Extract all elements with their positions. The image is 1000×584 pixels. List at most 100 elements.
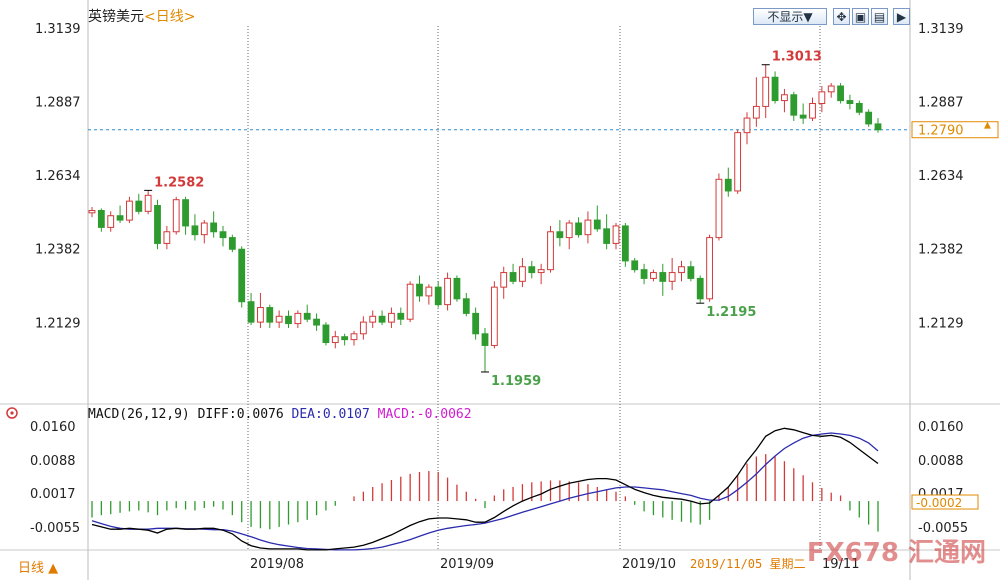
candle-body — [762, 76, 770, 107]
zoom-in-icon[interactable]: ▣ — [852, 8, 869, 25]
diff-value: 0.0076 — [236, 407, 284, 422]
candle-body — [547, 231, 554, 271]
candle-body — [285, 315, 292, 325]
candle-body — [210, 222, 218, 233]
candle-body — [144, 194, 152, 212]
candle-body — [715, 178, 723, 239]
chart-title: 英镑美元<日线> — [88, 6, 195, 26]
candle-body — [612, 225, 620, 244]
dea-value: 0.0107 — [322, 407, 370, 422]
macd-diff-line — [91, 427, 879, 551]
x-tick-label: 19/11 — [822, 557, 859, 572]
candle-body — [359, 321, 367, 335]
macd-y-tick-right: -0.0055 — [918, 521, 968, 536]
candle-body — [88, 209, 96, 214]
current-price-label: 1.2790 — [918, 124, 964, 139]
candle-body — [350, 333, 358, 341]
instrument-name: 英镑美元 — [88, 9, 144, 25]
candle-body — [650, 272, 657, 279]
candle-body — [509, 272, 517, 282]
candle-body — [228, 237, 236, 250]
timeframe-label[interactable]: <日线> — [144, 9, 196, 25]
candle-body — [172, 199, 180, 233]
candle-body — [378, 315, 386, 323]
candle-body — [397, 312, 405, 320]
candle-body — [472, 312, 480, 335]
y-tick-label-right: 1.3139 — [918, 22, 964, 37]
macd-y-tick-left: 0.0088 — [30, 454, 76, 469]
macd-value: -0.0062 — [416, 407, 472, 422]
candle-body — [668, 272, 676, 282]
candle-body — [743, 117, 751, 134]
y-tick-label-left: 1.2887 — [35, 95, 81, 110]
y-tick-label-left: 1.2634 — [35, 169, 81, 184]
y-tick-label-right: 1.2887 — [918, 95, 964, 110]
candle-body — [303, 312, 311, 320]
macd-label: MACD: — [377, 407, 417, 422]
candle-body — [322, 324, 330, 344]
macd-dea-line — [91, 432, 879, 551]
candle-body — [706, 237, 713, 300]
macd-y-tick-left: 0.0160 — [30, 420, 76, 435]
crosshair-icon[interactable]: ✥ — [833, 8, 850, 25]
y-tick-label-left: 1.2382 — [35, 243, 81, 258]
candle-body — [238, 248, 246, 303]
candle-body — [556, 231, 564, 239]
macd-header: MACD(26,12,9) DIFF:0.0076 DEA:0.0107 MAC… — [88, 407, 472, 422]
annotation-label: 1.2195 — [706, 305, 756, 320]
candle-body — [724, 178, 732, 192]
candle-body — [659, 272, 667, 282]
macd-y-tick-left: -0.0055 — [30, 521, 80, 536]
y-tick-label-left: 1.2129 — [35, 316, 81, 331]
candle-body — [191, 225, 199, 236]
candle-body — [519, 266, 526, 282]
candle-body — [827, 85, 835, 93]
display-dropdown[interactable]: 不显示▼ — [753, 8, 827, 25]
candle-body — [257, 307, 264, 323]
candle-body — [752, 105, 760, 119]
hover-date-readout: 2019/11/05 星期二 — [690, 557, 806, 571]
candle-body — [790, 94, 798, 116]
candle-body — [781, 94, 788, 102]
macd-current-label: -0.0002 — [916, 496, 962, 510]
candle-body — [200, 222, 208, 236]
candle-body — [154, 205, 161, 244]
candle-body — [874, 123, 882, 131]
macd-y-tick-right: 0.0088 — [918, 454, 964, 469]
annotation-label: 1.1959 — [491, 374, 541, 389]
candle-body — [275, 315, 283, 323]
candle-body — [462, 298, 470, 314]
candle-body — [809, 102, 816, 119]
candle-body — [481, 333, 489, 346]
candle-body — [388, 312, 395, 323]
candle-body — [631, 260, 639, 271]
candle-body — [266, 307, 274, 323]
candle-body — [575, 222, 582, 236]
candle-body — [565, 222, 573, 239]
candle-body — [799, 114, 807, 119]
candle-body — [865, 111, 873, 125]
candle-body — [593, 219, 601, 230]
watermark-logo: FX678 汇通网 — [806, 538, 986, 568]
candle-body — [97, 209, 105, 228]
x-tick-label: 2019/08 — [250, 557, 304, 572]
candle-body — [537, 269, 545, 274]
current-price-box — [911, 121, 999, 139]
candle-body — [406, 283, 414, 320]
y-tick-label-right: 1.2382 — [918, 243, 964, 258]
candle-body — [528, 266, 536, 274]
candle-body — [182, 199, 189, 227]
y-tick-label-right: 1.2129 — [918, 316, 964, 331]
zoom-out-icon[interactable]: ▤ — [871, 8, 888, 25]
macd-y-tick-left: 0.0017 — [30, 487, 76, 502]
candle-body — [416, 283, 423, 297]
candle-body — [621, 225, 629, 262]
candle-body — [500, 272, 508, 288]
forward-icon[interactable]: ▶ — [893, 8, 910, 25]
candle-body — [444, 277, 451, 306]
timeframe-tab[interactable]: 日线 ▲ — [18, 561, 59, 576]
candle-body — [341, 336, 349, 341]
x-tick-label: 2019/09 — [440, 557, 494, 572]
